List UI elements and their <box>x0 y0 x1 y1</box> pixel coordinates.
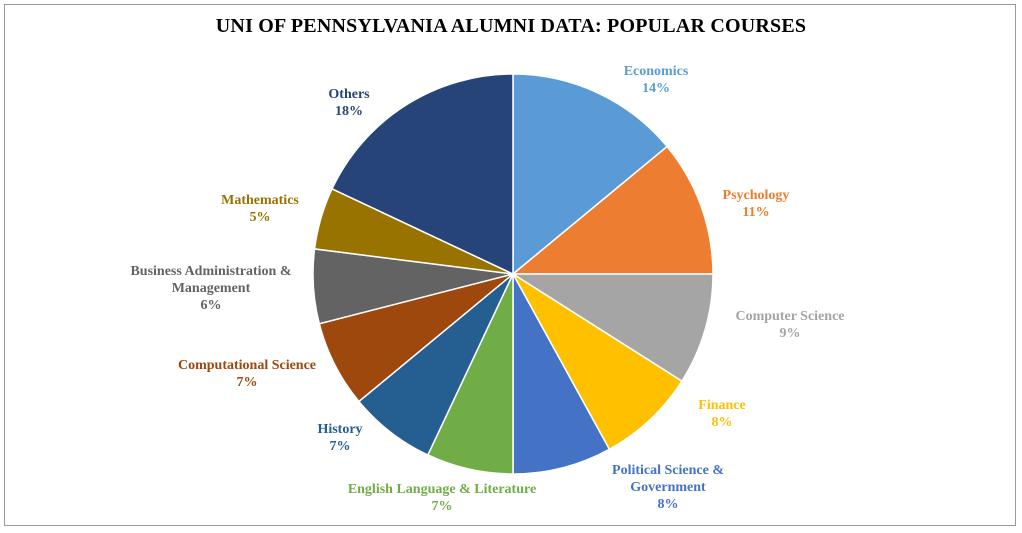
slice-label-others: Others 18% <box>328 87 370 119</box>
slice-label-political-science-government: Political Science & Government 8% <box>612 463 724 512</box>
slice-category-label: Business Administration & <box>130 264 291 279</box>
pie-slices <box>312 73 714 475</box>
slice-label-mathematics: Mathematics 5% <box>221 193 299 225</box>
slice-label-history: History 7% <box>317 422 362 454</box>
slice-label-english-language-literature: English Language & Literature 7% <box>348 482 536 514</box>
pie-slice-computer-science <box>510 273 714 383</box>
pie-slice-finance <box>512 273 683 451</box>
slice-category-label: Computer Science <box>736 309 845 324</box>
slice-category-label: Political Science & <box>612 463 724 478</box>
slice-value-label: 14% <box>642 81 670 96</box>
slice-value-label: 6% <box>201 298 222 313</box>
slice-category-label: English Language & Literature <box>348 482 536 497</box>
slice-category-label: Economics <box>624 64 689 79</box>
pie-labels: Economics 14% Psychology 11% Computer Scienc… <box>130 64 844 514</box>
pie-slice-psychology <box>510 145 714 275</box>
chart-title: UNI OF PENNSYLVANIA ALUMNI DATA: POPULAR… <box>215 15 807 37</box>
slice-category-label: Mathematics <box>221 193 299 208</box>
pie-slice-economics <box>512 73 669 276</box>
slice-value-label: 9% <box>780 326 801 341</box>
slice-value-label: 8% <box>658 497 679 512</box>
slice-value-label: 11% <box>742 205 769 220</box>
slice-label-computer-science: Computer Science 9% <box>736 309 845 341</box>
slice-label-economics: Economics 14% <box>624 64 689 96</box>
slice-value-label: 7% <box>237 375 258 390</box>
slice-label-computational-science: Computational Science 7% <box>178 358 316 390</box>
slice-category-label: Government <box>630 480 706 495</box>
slice-category-label: Management <box>172 281 251 296</box>
pie-slice-political-science-government <box>512 273 611 475</box>
slice-value-label: 7% <box>330 439 351 454</box>
pie-slice-others <box>331 73 514 276</box>
slice-label-business-administration-management: Business Administration & Management 6% <box>130 264 291 313</box>
slice-label-finance: Finance 8% <box>698 398 745 430</box>
slice-value-label: 7% <box>432 499 453 514</box>
slice-category-label: Others <box>328 87 370 102</box>
slice-value-label: 8% <box>712 415 733 430</box>
slice-value-label: 18% <box>335 104 363 119</box>
slice-category-label: Psychology <box>723 188 790 203</box>
slice-category-label: Computational Science <box>178 358 316 373</box>
slice-label-psychology: Psychology 11% <box>723 188 790 220</box>
slice-category-label: Finance <box>698 398 745 413</box>
slice-category-label: History <box>317 422 362 437</box>
slice-value-label: 5% <box>250 210 271 225</box>
